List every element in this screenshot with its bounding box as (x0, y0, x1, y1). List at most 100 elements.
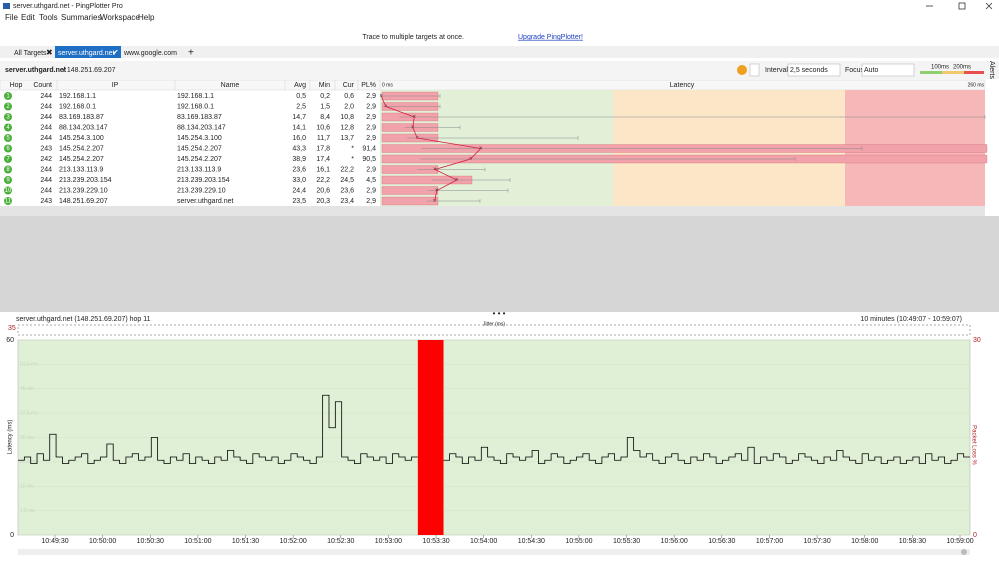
cell: 2,9 (366, 166, 376, 173)
hop-number: 11 (5, 199, 12, 205)
menu-item[interactable]: File (5, 13, 18, 22)
legend-green (920, 71, 942, 74)
cell: 43,3 (292, 145, 306, 152)
scroll-thumb[interactable] (961, 549, 967, 555)
cell: 14,1 (292, 124, 306, 131)
column-header: Hop (10, 82, 23, 89)
window-title: server.uthgard.net - PingPlotter Pro (13, 3, 123, 10)
latency-trace (380, 95, 482, 202)
cell: 192.168.0.1 (59, 103, 96, 110)
cell: 243 (40, 198, 52, 205)
cell: 83.169.183.87 (59, 114, 104, 121)
breadcrumb-target: server.uthgard.net (5, 67, 67, 74)
cell: 23,4 (340, 198, 354, 205)
cell: 90,5 (362, 156, 376, 163)
cell: 145.254.3.100 (59, 135, 104, 142)
hop-icon (4, 113, 12, 121)
empty-area (0, 216, 999, 312)
focus-value: Auto (864, 67, 879, 74)
menu-item[interactable]: Summaries (61, 13, 101, 22)
cell: 88.134.203.147 (59, 124, 108, 131)
x-tick-label: 10:56:00 (661, 538, 688, 545)
hop-number: 6 (6, 146, 10, 152)
scrollbar[interactable] (18, 549, 970, 555)
cell: 2,0 (344, 103, 354, 110)
tab-close[interactable]: ✖ (46, 48, 53, 57)
alerts-tab[interactable]: Alerts (988, 61, 995, 79)
x-tick-label: 10:49:30 (41, 538, 68, 545)
cell: 244 (40, 103, 52, 110)
cell: 0,5 (296, 93, 306, 100)
menu-item[interactable]: Workspace (100, 13, 140, 22)
cell: 244 (40, 114, 52, 121)
hop-icon (4, 176, 12, 184)
focus-select[interactable] (861, 63, 915, 77)
menu-item[interactable]: Help (138, 13, 155, 22)
latency-line (18, 394, 970, 464)
cell: 12,8 (340, 124, 354, 131)
cell: 192.168.0.1 (177, 103, 214, 110)
hop-number: 2 (6, 104, 10, 110)
menu-item[interactable]: Tools (39, 13, 58, 22)
cell: 145.254.2.207 (177, 145, 222, 152)
hop-icon (4, 92, 12, 100)
jitter-strip (17, 324, 971, 336)
pause-button[interactable] (737, 65, 747, 75)
cell: 244 (40, 135, 52, 142)
cell: 244 (40, 187, 52, 194)
tab[interactable]: server.uthgard.net (58, 50, 114, 57)
add-tab[interactable]: + (188, 48, 194, 59)
cell: 244 (40, 177, 52, 184)
hop-icon (4, 155, 12, 163)
breadcrumb-ip: / 148.251.69.207 (63, 67, 116, 74)
jitter-label: Jitter (ms) (483, 321, 506, 327)
x-tick-label: 10:57:30 (803, 538, 830, 545)
y-tick-label: 22,5 ms (20, 459, 38, 465)
hop-number: 5 (6, 136, 10, 142)
cell: 83.169.183.87 (177, 114, 222, 121)
cell: 192.168.1.1 (59, 93, 96, 100)
y-tick-label: 60 (6, 337, 14, 344)
tab[interactable]: All Targets (14, 50, 47, 57)
x-tick-label: 10:57:00 (756, 538, 783, 545)
packet-loss-bar (436, 340, 444, 535)
cell: 33,0 (292, 177, 306, 184)
cell: 20,6 (316, 187, 330, 194)
x-tick-label: 10:52:30 (327, 538, 354, 545)
cell: 213.133.113.9 (59, 166, 103, 173)
y2-tick-label: 30 (973, 337, 981, 344)
interval-select[interactable] (787, 63, 841, 77)
cell: 38,9 (292, 156, 306, 163)
banner-text: Trace to multiple targets at once. (362, 34, 464, 41)
cell: 2,9 (366, 187, 376, 194)
cell: 22,2 (340, 166, 354, 173)
splitter[interactable]: • • • (493, 309, 506, 318)
cell: 2,9 (366, 198, 376, 205)
cell: 145.254.3.100 (177, 135, 222, 142)
hop-icon (4, 197, 12, 205)
cell: 2,9 (366, 103, 376, 110)
cell: 145.254.2.207 (177, 156, 222, 163)
x-tick-label: 10:50:00 (89, 538, 116, 545)
cell: 213.239.203.154 (59, 177, 112, 184)
interval-value: 2,5 seconds (790, 67, 828, 74)
window-controls[interactable] (926, 2, 993, 10)
cell: 2,9 (366, 135, 376, 142)
packet-loss-bar (430, 340, 438, 535)
cell: 91,4 (362, 145, 376, 152)
hop-icon (4, 165, 12, 174)
tab[interactable]: www.google.com (123, 50, 177, 57)
cell: 17,4 (316, 156, 330, 163)
x-tick-label: 10:51:30 (232, 538, 259, 545)
cell: 17,8 (316, 145, 330, 152)
hop-icon (4, 102, 12, 111)
pause-dropdown[interactable] (749, 63, 760, 77)
hop-number: 8 (6, 167, 10, 173)
x-tick-label: 10:58:00 (851, 538, 878, 545)
cell: 192.168.1.1 (177, 93, 214, 100)
cell: 213.239.229.10 (177, 187, 226, 194)
cell: 244 (40, 93, 52, 100)
menu-item[interactable]: Edit (21, 13, 36, 22)
upgrade-link[interactable]: Upgrade PingPlotter! (518, 34, 583, 41)
